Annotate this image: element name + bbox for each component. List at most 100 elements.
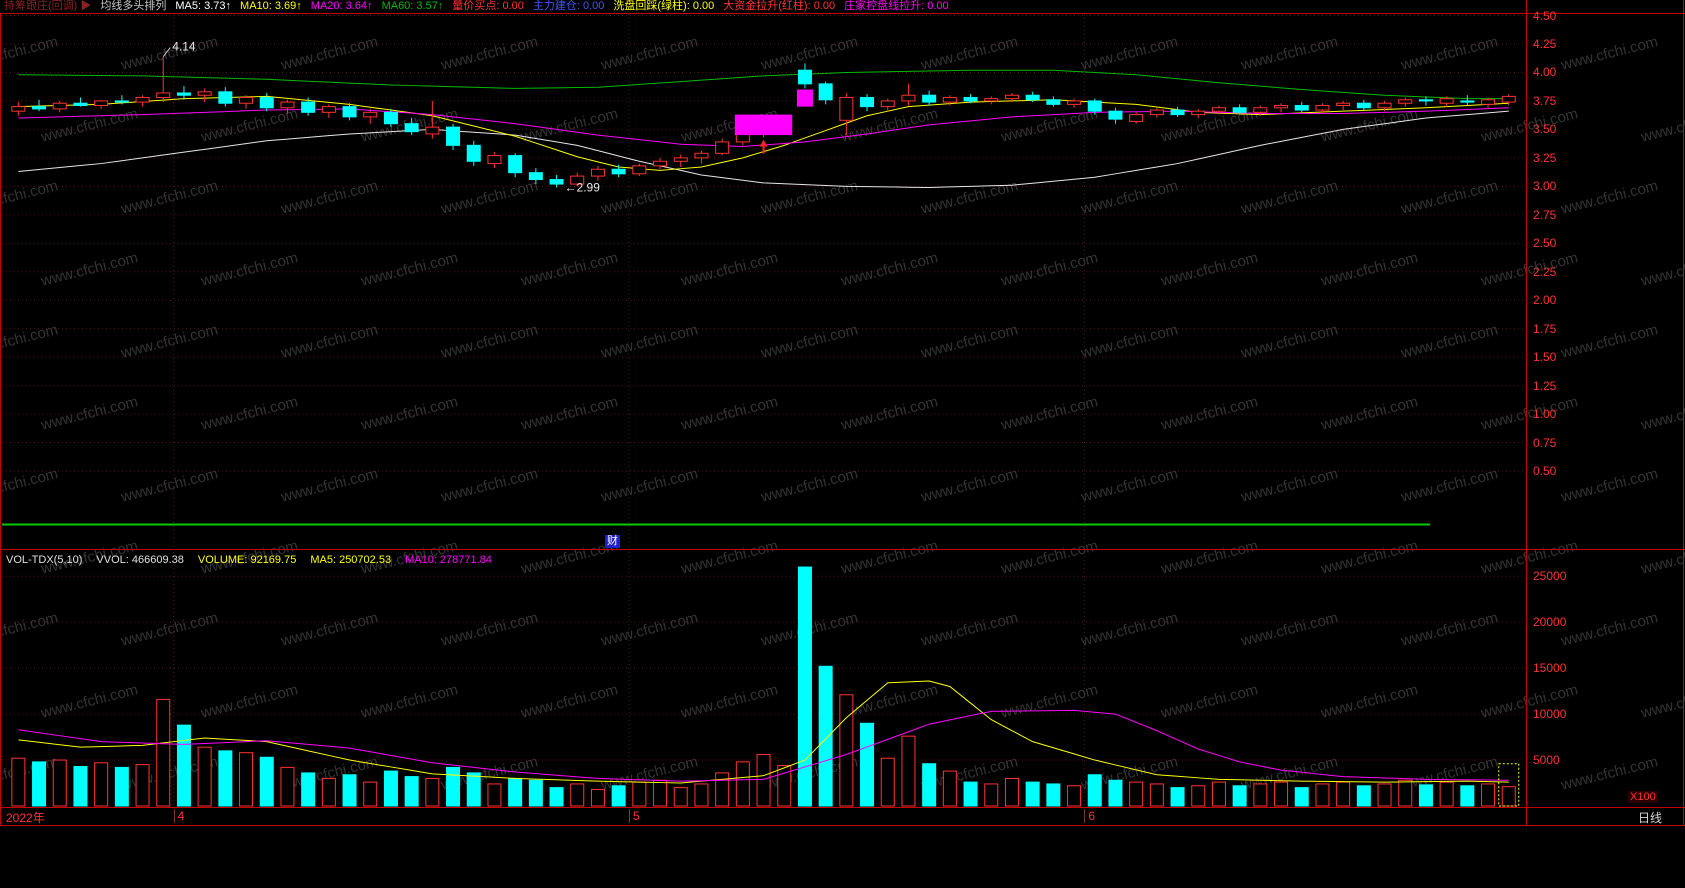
watermark-text: www.cfchi.com [1639, 249, 1685, 290]
volume-axis-label: 20000 [1533, 615, 1567, 630]
volume-bar [1232, 785, 1247, 807]
candle-body [901, 94, 916, 102]
price-axis-label: 2.75 [1533, 207, 1557, 222]
watermark-text: www.cfchi.com [1559, 33, 1660, 74]
volume-bar [528, 779, 543, 807]
price-axis-label: 4.25 [1533, 37, 1557, 51]
candle-body [114, 100, 129, 103]
volume-bar [383, 770, 398, 807]
price-axis-label: 2.25 [1533, 264, 1557, 279]
candle-body [1418, 99, 1433, 102]
volume-bar [818, 665, 833, 807]
candle-body [1274, 104, 1289, 109]
volume-bar [1170, 787, 1185, 807]
indicator-segment: 均线多头排列 [100, 0, 167, 12]
volume-bar [259, 756, 274, 807]
volume-bar [446, 766, 461, 807]
indicator-segment: 主力建仓: 0.00 [532, 0, 605, 12]
candle-body [156, 92, 171, 99]
volume-bar [1274, 781, 1289, 807]
volume-bar [1460, 785, 1475, 807]
timeline-month-label: 6 [1084, 809, 1095, 823]
ma-line-green [18, 69, 1509, 100]
candle-body [1025, 94, 1040, 101]
volume-bar [1398, 779, 1413, 807]
candle-body [528, 172, 543, 181]
volume-bar [942, 770, 957, 807]
watermark-text: www.cfchi.com [1639, 393, 1685, 434]
volume-axis-label: 5000 [1533, 753, 1560, 768]
volume-indicator-segment: VOLUME: 92169.75 [197, 554, 297, 566]
volume-bar [11, 757, 26, 807]
volume-bar [32, 761, 47, 807]
volume-bar [570, 783, 585, 807]
volume-chart[interactable] [0, 552, 1527, 810]
price-axis-label: 3.00 [1533, 179, 1557, 194]
candle-body [94, 100, 109, 106]
volume-bar [280, 766, 295, 807]
volume-bar [1481, 783, 1496, 807]
ma-line-white [18, 110, 1509, 188]
period-label[interactable]: 日线 [1638, 811, 1663, 825]
volume-bar [673, 787, 688, 807]
volume-axis-label: 15000 [1533, 661, 1567, 676]
volume-bar [156, 698, 171, 807]
vol-ma-line-ma10 [18, 709, 1509, 782]
candle-body [383, 111, 398, 125]
volume-bar [1108, 779, 1123, 807]
candle-body [570, 175, 585, 185]
volume-bar [239, 752, 254, 807]
volume-bar [176, 724, 191, 807]
volume-bar [922, 763, 937, 807]
price-chart[interactable]: 4.14 ←2.99 [0, 14, 1527, 549]
volume-bar [1129, 781, 1144, 807]
candle-body [321, 106, 336, 113]
candle-body [1398, 99, 1413, 104]
volume-bar [1356, 785, 1371, 807]
candle-body [673, 157, 688, 162]
volume-bar [1501, 786, 1516, 807]
price-axis-label: 0.50 [1533, 464, 1557, 478]
volume-bar [197, 746, 212, 807]
timeline-month-label: 4 [173, 809, 184, 823]
candle-body [1108, 110, 1123, 120]
volume-bar [1191, 785, 1206, 807]
magenta-highlight-box [796, 89, 813, 107]
indicator-segment: MA5: 3.73↑ [175, 0, 232, 12]
candle-body [466, 144, 481, 162]
price-axis-label: 3.50 [1533, 122, 1557, 137]
price-axis-label: 4.50 [1533, 8, 1557, 23]
candle-body [694, 152, 709, 159]
candle-body [1315, 104, 1330, 111]
volume-indicator-segment: VVOL: 466609.38 [96, 554, 184, 566]
timeline-bar[interactable]: 2022年 日线 4 5 6 [0, 808, 1685, 825]
signal-badge: 财 [605, 535, 620, 548]
volume-bar [1046, 783, 1061, 807]
candle-body [1356, 102, 1371, 109]
volume-bar [653, 779, 668, 807]
candle-body [922, 94, 937, 103]
volume-bar [984, 783, 999, 807]
volume-indicator-header: VOL-TDX(5,10) VVOL: 466609.38 VOLUME: 9216… [6, 553, 506, 567]
vol-ma-line-ma5 [18, 680, 1509, 784]
volume-bar [218, 750, 233, 807]
volume-bar [1149, 783, 1164, 807]
watermark-text: www.cfchi.com [1639, 537, 1685, 578]
volume-indicator-segment: MA5: 250702.53 [310, 554, 392, 566]
candle-body [1294, 104, 1309, 111]
candle-body [1211, 107, 1226, 112]
volume-indicator-segment: VOL-TDX(5,10) [6, 554, 83, 566]
candle-body [363, 111, 378, 118]
volume-bar [797, 566, 812, 807]
volume-bar [860, 722, 875, 807]
volume-bar [1025, 781, 1040, 807]
volume-bar [94, 762, 109, 807]
candle-body [590, 168, 605, 177]
buy-arrow-icon [759, 139, 768, 147]
indicator-header: 持筹跟庄(回调) ▶ 均线多头排列 MA5: 3.73↑ MA10: 3.69↑ MA2… [4, 0, 1524, 13]
border-top [0, 13, 1685, 14]
candle-body [239, 97, 254, 104]
candle-body [11, 106, 26, 112]
border-axis-divider [1526, 0, 1527, 826]
